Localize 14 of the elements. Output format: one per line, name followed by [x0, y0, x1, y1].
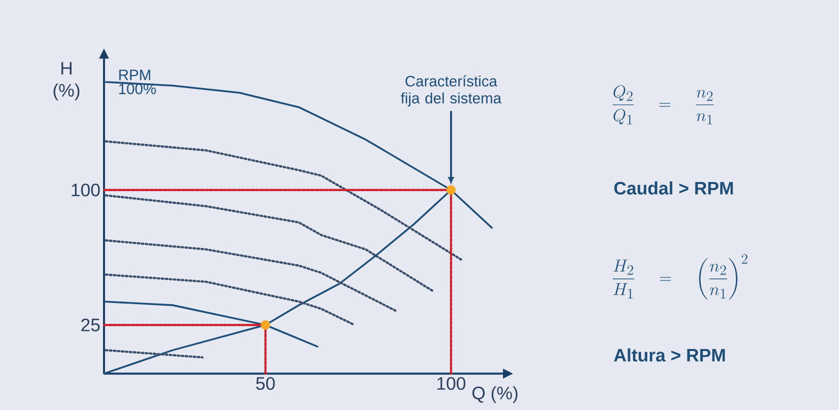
line-series	[104, 140, 464, 262]
text: Caudal > RPM	[614, 181, 733, 195]
text: Altura > RPM	[614, 348, 725, 362]
x-axis-title: Q (%)	[472, 386, 518, 403]
y-tick-label: 25	[81, 318, 100, 332]
text: $\frac{Q_2}{Q_1} \quad = \quad \frac{n_2}{n_1}$	[612, 85, 714, 124]
line-series	[104, 273, 356, 326]
line-series	[104, 194, 434, 292]
line-series	[104, 300, 318, 348]
line-series	[104, 239, 396, 312]
y-axis-title: H (%)	[54, 62, 80, 100]
annotation: Característica fija del sistema	[400, 75, 502, 106]
text: $\frac{H_2}{H_1} \quad = \quad \left(\frac{n_2}{n_1}\right)^{2}$	[612, 254, 748, 300]
x-tick-label: 50	[256, 377, 275, 390]
